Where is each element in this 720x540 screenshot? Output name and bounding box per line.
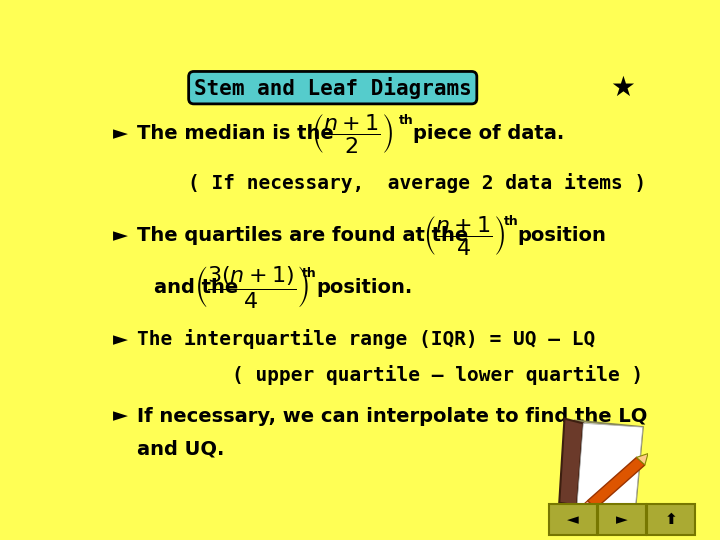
- Polygon shape: [588, 457, 645, 509]
- Text: $\left(\dfrac{n+1}{2}\right)$: $\left(\dfrac{n+1}{2}\right)$: [311, 112, 393, 155]
- Text: th: th: [399, 113, 413, 126]
- Text: position: position: [518, 226, 606, 245]
- Text: ( If necessary,  average 2 data items ): ( If necessary, average 2 data items ): [188, 173, 646, 193]
- Text: th: th: [504, 215, 519, 228]
- Polygon shape: [559, 418, 583, 505]
- Text: ►: ►: [113, 226, 128, 245]
- Text: Stem and Leaf Diagrams: Stem and Leaf Diagrams: [194, 77, 472, 99]
- Text: The quartiles are found at the: The quartiles are found at the: [138, 226, 469, 245]
- Text: The median is the: The median is the: [138, 124, 334, 143]
- Text: and UQ.: and UQ.: [138, 440, 225, 459]
- Text: ◄: ◄: [567, 512, 579, 527]
- Polygon shape: [567, 421, 643, 505]
- Text: ⬆: ⬆: [665, 512, 678, 527]
- Text: piece of data.: piece of data.: [413, 124, 564, 143]
- Text: position.: position.: [316, 278, 413, 297]
- Text: th: th: [302, 267, 317, 280]
- Text: $\left(\dfrac{n+1}{4}\right)$: $\left(\dfrac{n+1}{4}\right)$: [423, 214, 505, 257]
- Text: ★: ★: [611, 73, 635, 102]
- Polygon shape: [582, 501, 596, 512]
- Text: $\left(\dfrac{3(n+1)}{4}\right)$: $\left(\dfrac{3(n+1)}{4}\right)$: [194, 264, 310, 310]
- Text: ►: ►: [616, 512, 628, 527]
- Polygon shape: [577, 423, 643, 505]
- Text: and the: and the: [154, 278, 238, 297]
- Text: ►: ►: [113, 124, 128, 143]
- Text: If necessary, we can interpolate to find the LQ: If necessary, we can interpolate to find…: [138, 407, 648, 426]
- Text: The interquartile range (IQR) = UQ – LQ: The interquartile range (IQR) = UQ – LQ: [138, 329, 595, 349]
- Text: ( upper quartile – lower quartile ): ( upper quartile – lower quartile ): [233, 364, 644, 384]
- Text: ►: ►: [113, 330, 128, 349]
- Text: ►: ►: [113, 407, 128, 426]
- Polygon shape: [636, 454, 648, 465]
